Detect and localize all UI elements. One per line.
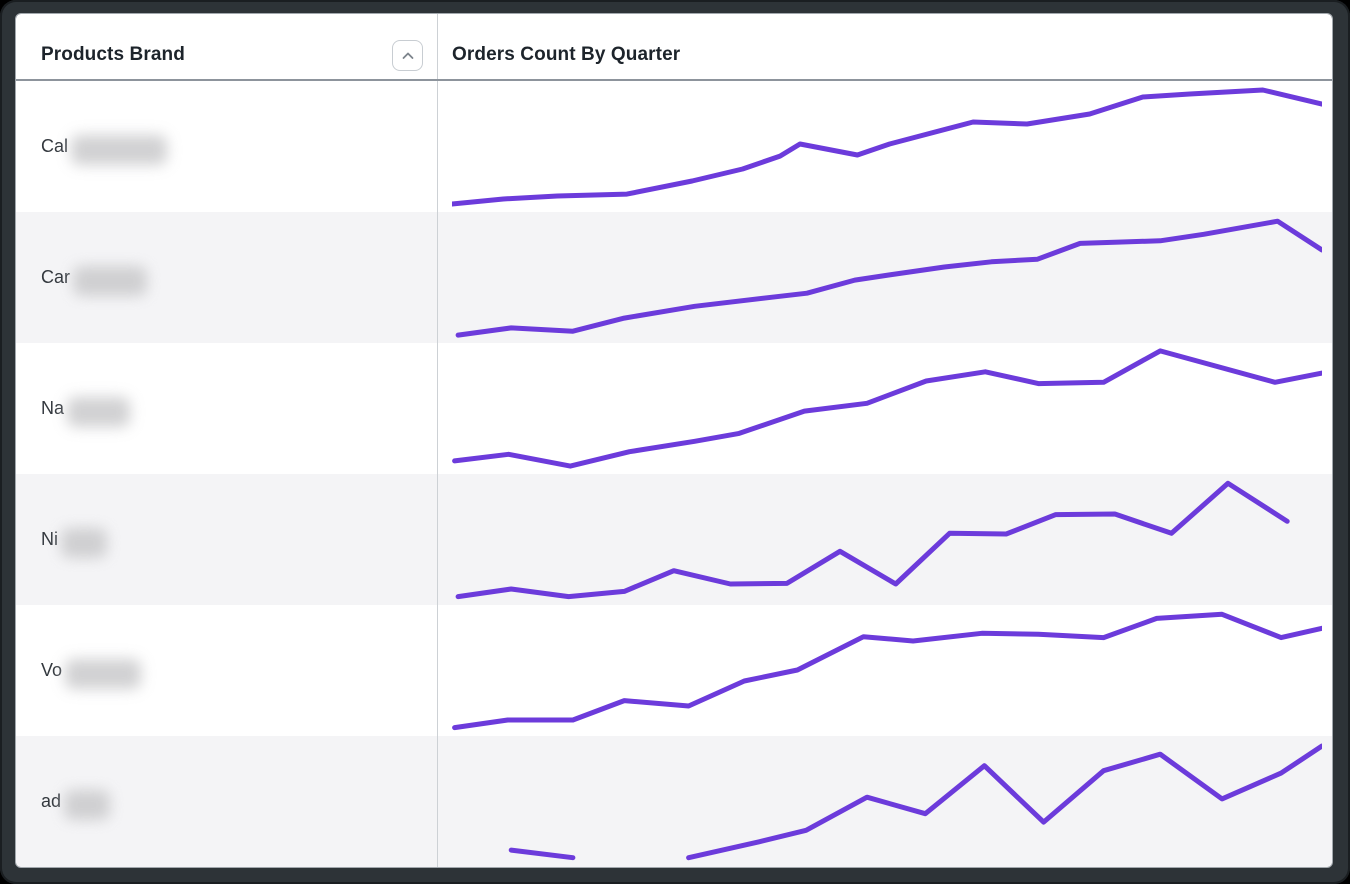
brand-label: Na xyxy=(41,398,65,418)
brand-label-cell: ad xyxy=(16,736,438,867)
brand-label: Car xyxy=(41,267,71,287)
table-row: Na xyxy=(16,343,1332,474)
sparkline-path xyxy=(452,611,1322,731)
sparkline-cell xyxy=(438,212,1332,343)
table-row: Cal xyxy=(16,81,1332,212)
sparkline-path xyxy=(452,87,1322,207)
sparkline-path xyxy=(452,348,1322,469)
column-header-orders-count: Orders Count By Quarter xyxy=(452,44,681,65)
orders-sparkline-chart xyxy=(452,87,1322,207)
sparkline-cell xyxy=(438,81,1332,212)
brand-label-cell: Vo xyxy=(16,605,438,736)
sparkline-cell xyxy=(438,605,1332,736)
brand-label: Vo xyxy=(41,660,63,680)
sparkline-path xyxy=(508,847,576,861)
brand-label: Ni xyxy=(41,529,58,549)
redacted-text-blur xyxy=(71,134,168,165)
brand-label-cell: Cal xyxy=(16,81,438,212)
column-header-products-brand: Products Brand xyxy=(41,44,185,65)
header-cell-products-brand: Products Brand xyxy=(16,14,438,79)
orders-sparkline-chart xyxy=(452,348,1322,469)
brand-label-cell: Ni xyxy=(16,474,438,605)
table-row: Vo xyxy=(16,605,1332,736)
sparkline-path xyxy=(455,218,1322,338)
table-row: ad xyxy=(16,736,1332,867)
sparkline-path xyxy=(686,743,1322,861)
redacted-text-blur xyxy=(65,658,142,689)
sparkline-cell xyxy=(438,343,1332,474)
orders-sparkline-chart xyxy=(455,218,1322,338)
redacted-text-blur xyxy=(73,265,148,296)
orders-sparkline-chart xyxy=(455,480,1290,600)
redacted-text-blur xyxy=(61,527,107,558)
sparkline-cell xyxy=(438,474,1332,605)
table-row: Car xyxy=(16,212,1332,343)
table-body: Cal Car Na Ni Vo xyxy=(16,81,1332,867)
sort-button[interactable] xyxy=(392,40,423,71)
orders-sparkline-chart xyxy=(452,611,1322,731)
brand-label: ad xyxy=(41,791,62,811)
header-cell-orders-count: Orders Count By Quarter xyxy=(438,14,1332,79)
table-row: Ni xyxy=(16,474,1332,605)
results-table-card: Products Brand Orders Count By Quarter C… xyxy=(15,13,1333,868)
table-header-row: Products Brand Orders Count By Quarter xyxy=(16,14,1332,81)
redacted-text-blur xyxy=(64,789,111,820)
sparkline-cell xyxy=(438,736,1332,867)
orders-sparkline-chart xyxy=(508,743,1322,861)
brand-label: Cal xyxy=(41,136,69,156)
brand-label-cell: Car xyxy=(16,212,438,343)
sparkline-path xyxy=(455,480,1290,600)
brand-label-cell: Na xyxy=(16,343,438,474)
redacted-text-blur xyxy=(67,396,131,427)
chevron-up-icon xyxy=(402,52,413,59)
